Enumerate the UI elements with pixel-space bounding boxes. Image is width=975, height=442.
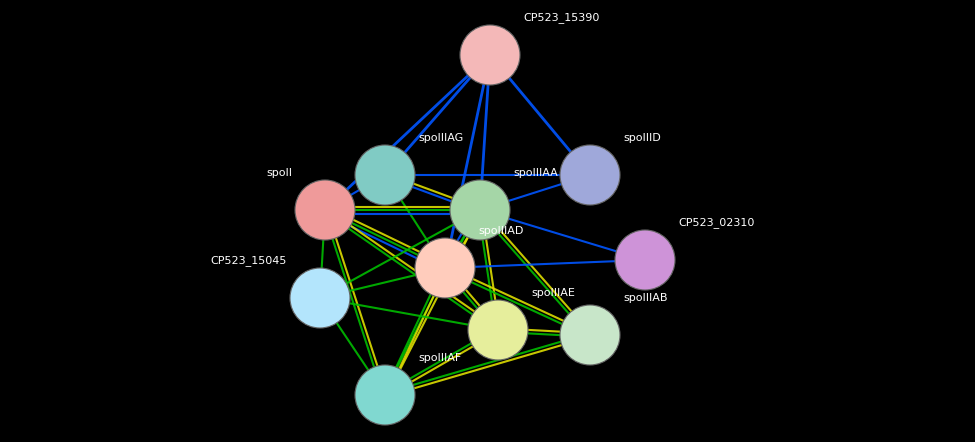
Text: spoIIIAE: spoIIIAE (531, 288, 575, 298)
Text: spoIIIAB: spoIIIAB (623, 293, 668, 303)
Text: spoIIIAD: spoIIIAD (478, 226, 524, 236)
Text: spoIIIAA: spoIIIAA (513, 168, 558, 178)
Text: spoIIIAF: spoIIIAF (418, 353, 461, 363)
Circle shape (460, 25, 520, 85)
Circle shape (560, 145, 620, 205)
Circle shape (355, 365, 415, 425)
Circle shape (468, 300, 528, 360)
Text: CP523_15390: CP523_15390 (523, 12, 600, 23)
Text: CP523_15045: CP523_15045 (211, 255, 287, 266)
Text: CP523_02310: CP523_02310 (678, 217, 755, 228)
Circle shape (450, 180, 510, 240)
Circle shape (415, 238, 475, 298)
Text: spoIIID: spoIIID (623, 133, 661, 143)
Circle shape (290, 268, 350, 328)
Text: spoII: spoII (266, 168, 292, 178)
Circle shape (560, 305, 620, 365)
Text: spoIIIAG: spoIIIAG (418, 133, 463, 143)
Circle shape (355, 145, 415, 205)
Circle shape (295, 180, 355, 240)
Circle shape (615, 230, 675, 290)
